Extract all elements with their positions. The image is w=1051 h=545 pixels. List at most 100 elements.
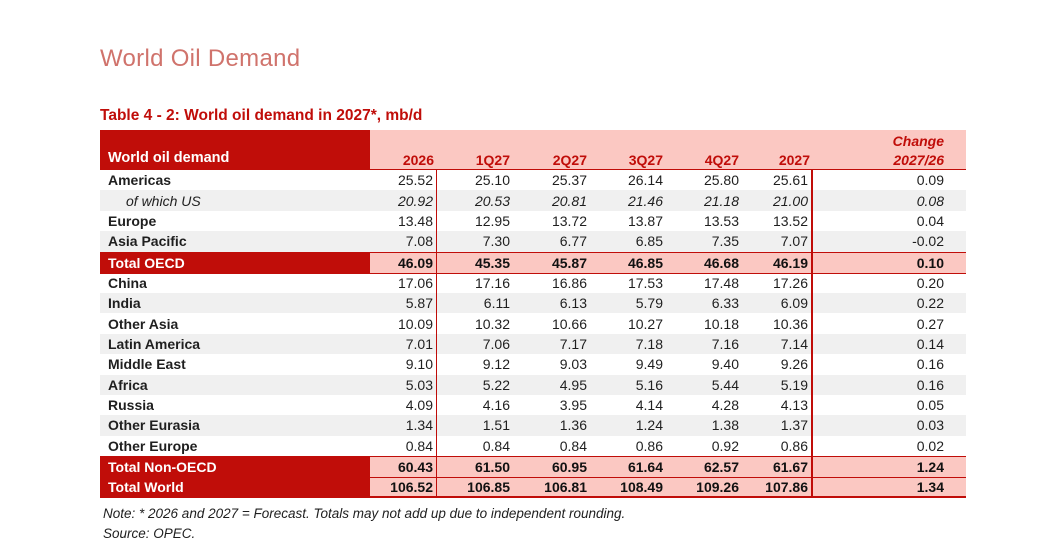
table-row: Latin America 7.01 7.06 7.17 7.18 7.16 7… <box>100 333 966 355</box>
row-value-2q27: 25.37 <box>551 172 587 189</box>
row-change: 0.02 <box>916 437 944 454</box>
row-change: 0.16 <box>916 356 944 373</box>
header-change-line2: 2027/26 <box>893 151 944 168</box>
row-value-3q27: 4.14 <box>635 397 663 414</box>
table-row: Russia 4.09 4.16 3.95 4.14 4.28 4.13 0.0… <box>100 394 966 416</box>
row-value-2026: 106.52 <box>370 478 437 497</box>
row-value-2q27: 3.95 <box>559 397 587 414</box>
row-value-4q27: 62.57 <box>666 457 742 478</box>
table-body: Americas 25.52 25.10 25.37 26.14 25.80 2… <box>100 170 966 499</box>
row-value-2026: 9.10 <box>370 354 437 375</box>
row-value-2q27: 20.81 <box>551 192 587 209</box>
report-page: World Oil Demand Table 4 - 2: World oil … <box>100 0 966 541</box>
row-value-1q27: 45.35 <box>437 252 513 273</box>
header-columns-area: Change 2026 1Q27 2Q27 3Q27 4Q27 2027 202… <box>370 130 966 169</box>
table-row: Total World 106.52 106.85 106.81 108.49 … <box>100 477 966 499</box>
row-value-1q27: 106.85 <box>437 478 513 497</box>
row-label: Other Europe <box>108 437 198 454</box>
row-value-4q27: 17.48 <box>703 275 739 292</box>
row-value-2026: 60.43 <box>370 457 437 478</box>
header-col-3q27: 3Q27 <box>628 151 663 168</box>
row-change: 0.08 <box>916 192 944 209</box>
row-change: -0.02 <box>912 233 944 250</box>
row-change: 0.22 <box>916 295 944 312</box>
header-col-2q27: 2Q27 <box>552 151 587 168</box>
row-value-2027: 13.52 <box>742 210 813 232</box>
row-label: China <box>108 275 147 292</box>
table-row: Asia Pacific 7.08 7.30 6.77 6.85 7.35 7.… <box>100 231 966 252</box>
header-col-2027: 2027 <box>778 151 810 168</box>
row-value-2027: 25.61 <box>742 170 813 191</box>
header-change-line1: Change <box>892 133 944 149</box>
row-value-1q27: 61.50 <box>437 457 513 478</box>
row-value-3q27: 0.86 <box>635 437 663 454</box>
row-value-2q27: 0.84 <box>559 437 587 454</box>
row-value-2q27: 16.86 <box>551 275 587 292</box>
row-value-2q27: 60.95 <box>513 457 590 478</box>
row-value-2026: 5.03 <box>370 374 437 395</box>
row-value-1q27: 17.16 <box>474 275 510 292</box>
table-caption: Table 4 - 2: World oil demand in 2027*, … <box>100 107 423 124</box>
row-value-3q27: 5.79 <box>635 295 663 312</box>
row-value-2027: 10.36 <box>742 313 813 334</box>
header-col-4q27: 4Q27 <box>704 151 739 168</box>
row-value-2026: 7.08 <box>370 231 437 252</box>
row-label: Total Non-OECD <box>100 457 370 478</box>
row-value-1q27: 25.10 <box>474 172 510 189</box>
row-label: Total World <box>100 478 370 497</box>
row-value-4q27: 109.26 <box>666 478 742 497</box>
row-label: India <box>108 295 141 312</box>
row-value-4q27: 5.44 <box>711 376 739 393</box>
row-value-1q27: 9.12 <box>482 356 510 373</box>
row-value-2q27: 45.87 <box>513 252 590 273</box>
row-value-2027: 46.19 <box>742 252 813 273</box>
row-value-2026: 46.09 <box>370 252 437 273</box>
row-value-4q27: 25.80 <box>703 172 739 189</box>
row-value-2026: 25.52 <box>370 170 437 191</box>
row-label: Americas <box>108 172 172 189</box>
table-row: of which US 20.92 20.53 20.81 21.46 21.1… <box>100 190 966 211</box>
row-change: 0.16 <box>916 376 944 393</box>
row-value-4q27: 0.92 <box>711 437 739 454</box>
row-value-1q27: 20.53 <box>474 192 510 209</box>
row-change: 0.27 <box>916 315 944 332</box>
row-value-2026: 5.87 <box>370 292 437 314</box>
row-value-4q27: 9.40 <box>711 356 739 373</box>
row-value-2027: 4.13 <box>742 394 813 416</box>
row-value-4q27: 7.16 <box>711 335 739 352</box>
row-value-2q27: 106.81 <box>513 478 590 497</box>
header-columns-row: 2026 1Q27 2Q27 3Q27 4Q27 2027 2027/26 <box>370 150 966 169</box>
table-note: Note: * 2026 and 2027 = Forecast. Totals… <box>103 506 626 522</box>
row-value-3q27: 21.46 <box>627 192 663 209</box>
row-value-2026: 13.48 <box>370 210 437 232</box>
table-row: Total Non-OECD 60.43 61.50 60.95 61.64 6… <box>100 456 966 478</box>
header-col-1q27: 1Q27 <box>475 151 510 168</box>
row-label: Russia <box>108 397 154 414</box>
row-value-1q27: 4.16 <box>482 397 510 414</box>
table-row: India 5.87 6.11 6.13 5.79 6.33 6.09 0.22 <box>100 292 966 314</box>
row-value-3q27: 6.85 <box>635 233 663 250</box>
row-value-4q27: 10.18 <box>703 315 739 332</box>
row-value-4q27: 7.35 <box>711 233 739 250</box>
row-value-3q27: 17.53 <box>627 275 663 292</box>
row-value-4q27: 46.68 <box>666 252 742 273</box>
row-value-3q27: 10.27 <box>627 315 663 332</box>
row-change: 0.09 <box>916 172 944 189</box>
row-value-1q27: 5.22 <box>482 376 510 393</box>
table-row: Other Eurasia 1.34 1.51 1.36 1.24 1.38 1… <box>100 415 966 436</box>
table-row: Middle East 9.10 9.12 9.03 9.49 9.40 9.2… <box>100 354 966 375</box>
row-value-3q27: 5.16 <box>635 376 663 393</box>
row-change: 0.14 <box>916 335 944 352</box>
row-change: 1.24 <box>813 457 966 478</box>
row-value-3q27: 108.49 <box>590 478 666 497</box>
row-value-1q27: 12.95 <box>474 212 510 229</box>
table-row: Other Europe 0.84 0.84 0.84 0.86 0.92 0.… <box>100 435 966 457</box>
row-value-3q27: 9.49 <box>635 356 663 373</box>
row-value-2027: 0.86 <box>742 435 813 457</box>
row-value-4q27: 21.18 <box>703 192 739 209</box>
row-value-1q27: 7.06 <box>482 335 510 352</box>
row-value-2q27: 6.13 <box>559 295 587 312</box>
row-value-2027: 5.19 <box>742 374 813 395</box>
oil-demand-table: World oil demand Change 2026 1Q27 2Q27 3… <box>100 130 966 499</box>
row-value-3q27: 13.87 <box>627 212 663 229</box>
